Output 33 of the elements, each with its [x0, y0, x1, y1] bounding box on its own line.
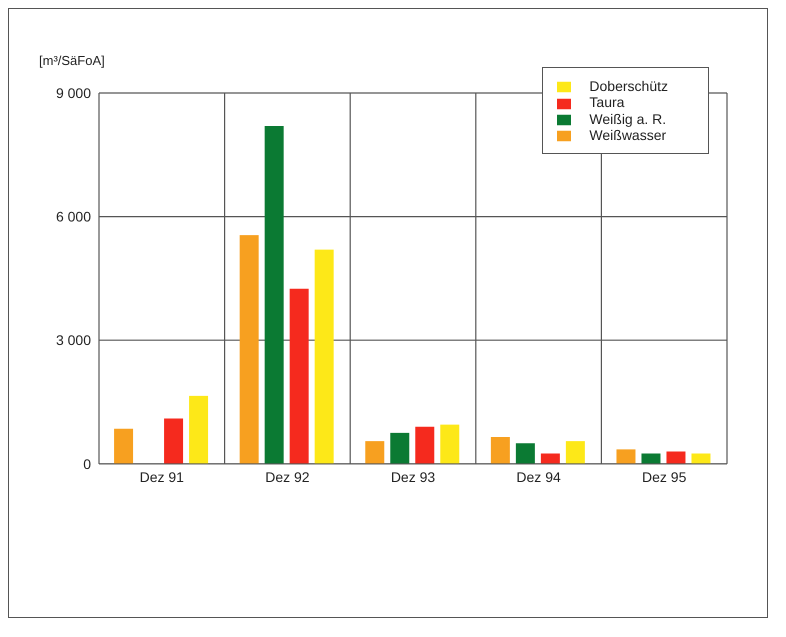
y-tick-label: 0: [83, 456, 92, 472]
bar: [264, 126, 284, 464]
legend-label: Weißwasser: [589, 126, 666, 143]
bar: [240, 235, 259, 464]
bar: [566, 441, 585, 464]
x-tick-label: Dez 93: [390, 468, 436, 485]
bar: [114, 428, 134, 464]
y-axis-title: [m³/SäFoA]: [39, 53, 105, 68]
bar: [540, 454, 560, 464]
bar: [164, 418, 184, 464]
bar: [616, 449, 636, 464]
bar: [490, 437, 510, 464]
y-tick-label: 6 000: [56, 208, 92, 225]
bar: [641, 454, 660, 464]
x-tick-label: Dez 92: [265, 468, 310, 485]
bar: [415, 426, 434, 464]
legend-label: Doberschütz: [589, 78, 668, 94]
x-tick-label: Dez 91: [140, 468, 184, 485]
bar: [290, 288, 309, 464]
legend-label: Weißig a. R.: [589, 110, 666, 127]
bar: [666, 451, 686, 464]
bar: [314, 250, 334, 464]
x-tick-label: Dez 95: [642, 468, 687, 485]
y-tick-label: 3 000: [56, 332, 92, 348]
legend-label: Taura: [589, 94, 624, 110]
bar: [440, 424, 460, 464]
y-tick-label: 9 000: [56, 84, 92, 101]
bar: [365, 441, 384, 464]
bar: [390, 432, 410, 464]
bar: [189, 396, 208, 464]
bar: [691, 454, 710, 464]
x-tick-label: Dez 94: [516, 468, 561, 485]
bar: [516, 443, 535, 464]
